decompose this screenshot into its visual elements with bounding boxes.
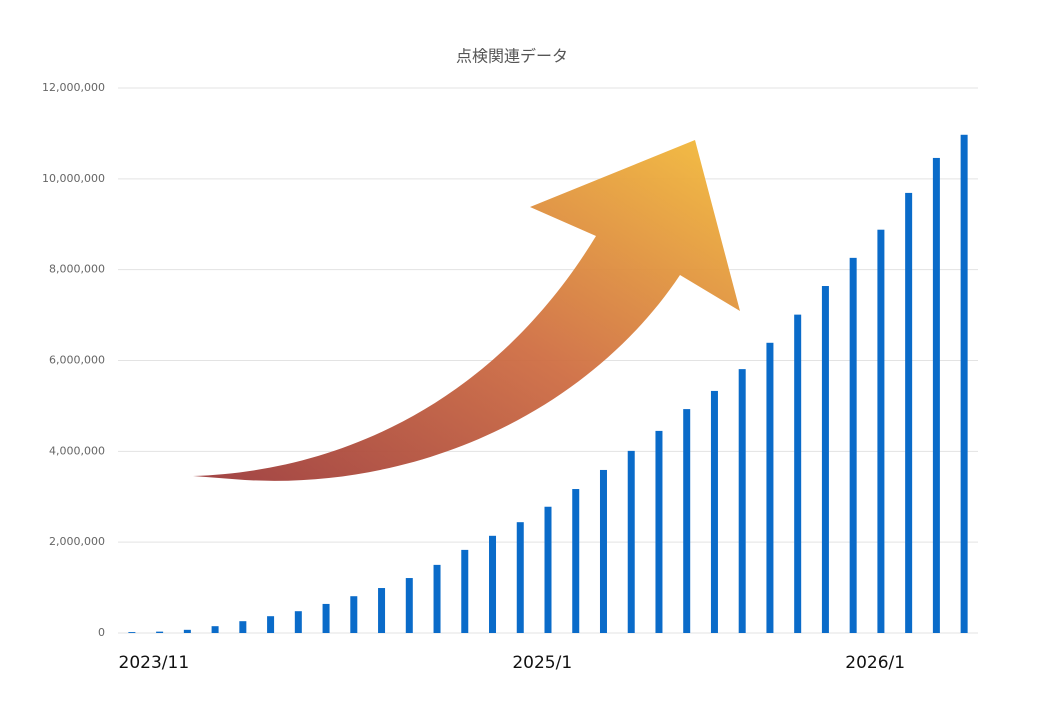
x-tick-label: 2023/11 xyxy=(119,653,190,673)
bar xyxy=(433,564,441,633)
bar xyxy=(821,286,829,633)
bar xyxy=(766,342,774,633)
y-tick-label: 0 xyxy=(98,626,105,639)
bar xyxy=(683,409,691,633)
bar xyxy=(461,549,469,633)
y-tick-label: 10,000,000 xyxy=(42,172,105,185)
trend-arrow xyxy=(193,140,740,481)
x-tick-label: 2025/1 xyxy=(512,653,572,673)
bar xyxy=(239,621,247,633)
chart-title: 点検関連データ xyxy=(456,47,568,66)
y-tick-label: 12,000,000 xyxy=(42,81,105,94)
bar xyxy=(627,450,635,633)
bar xyxy=(405,578,413,633)
x-tick-label: 2026/1 xyxy=(845,653,905,673)
bar xyxy=(599,469,607,633)
bar xyxy=(655,430,663,633)
bar xyxy=(905,192,913,633)
bar xyxy=(156,631,164,633)
y-tick-label: 4,000,000 xyxy=(49,444,105,457)
bar xyxy=(710,390,718,633)
y-tick-label: 8,000,000 xyxy=(49,263,105,276)
bar xyxy=(378,588,386,633)
bar xyxy=(267,616,275,633)
y-tick-label: 6,000,000 xyxy=(49,354,105,367)
y-tick-label: 2,000,000 xyxy=(49,535,105,548)
bar xyxy=(489,535,497,633)
bar xyxy=(183,629,191,633)
bar xyxy=(738,369,746,633)
bar xyxy=(294,611,302,633)
bar xyxy=(572,489,580,633)
bar xyxy=(794,314,802,633)
bar xyxy=(322,603,330,633)
bar xyxy=(960,134,968,633)
bar xyxy=(849,257,857,633)
bar xyxy=(350,596,358,633)
bar xyxy=(932,157,940,634)
bar xyxy=(516,522,524,633)
bar xyxy=(211,626,219,633)
bar xyxy=(877,229,885,633)
bar xyxy=(544,506,552,633)
bar xyxy=(128,632,136,633)
